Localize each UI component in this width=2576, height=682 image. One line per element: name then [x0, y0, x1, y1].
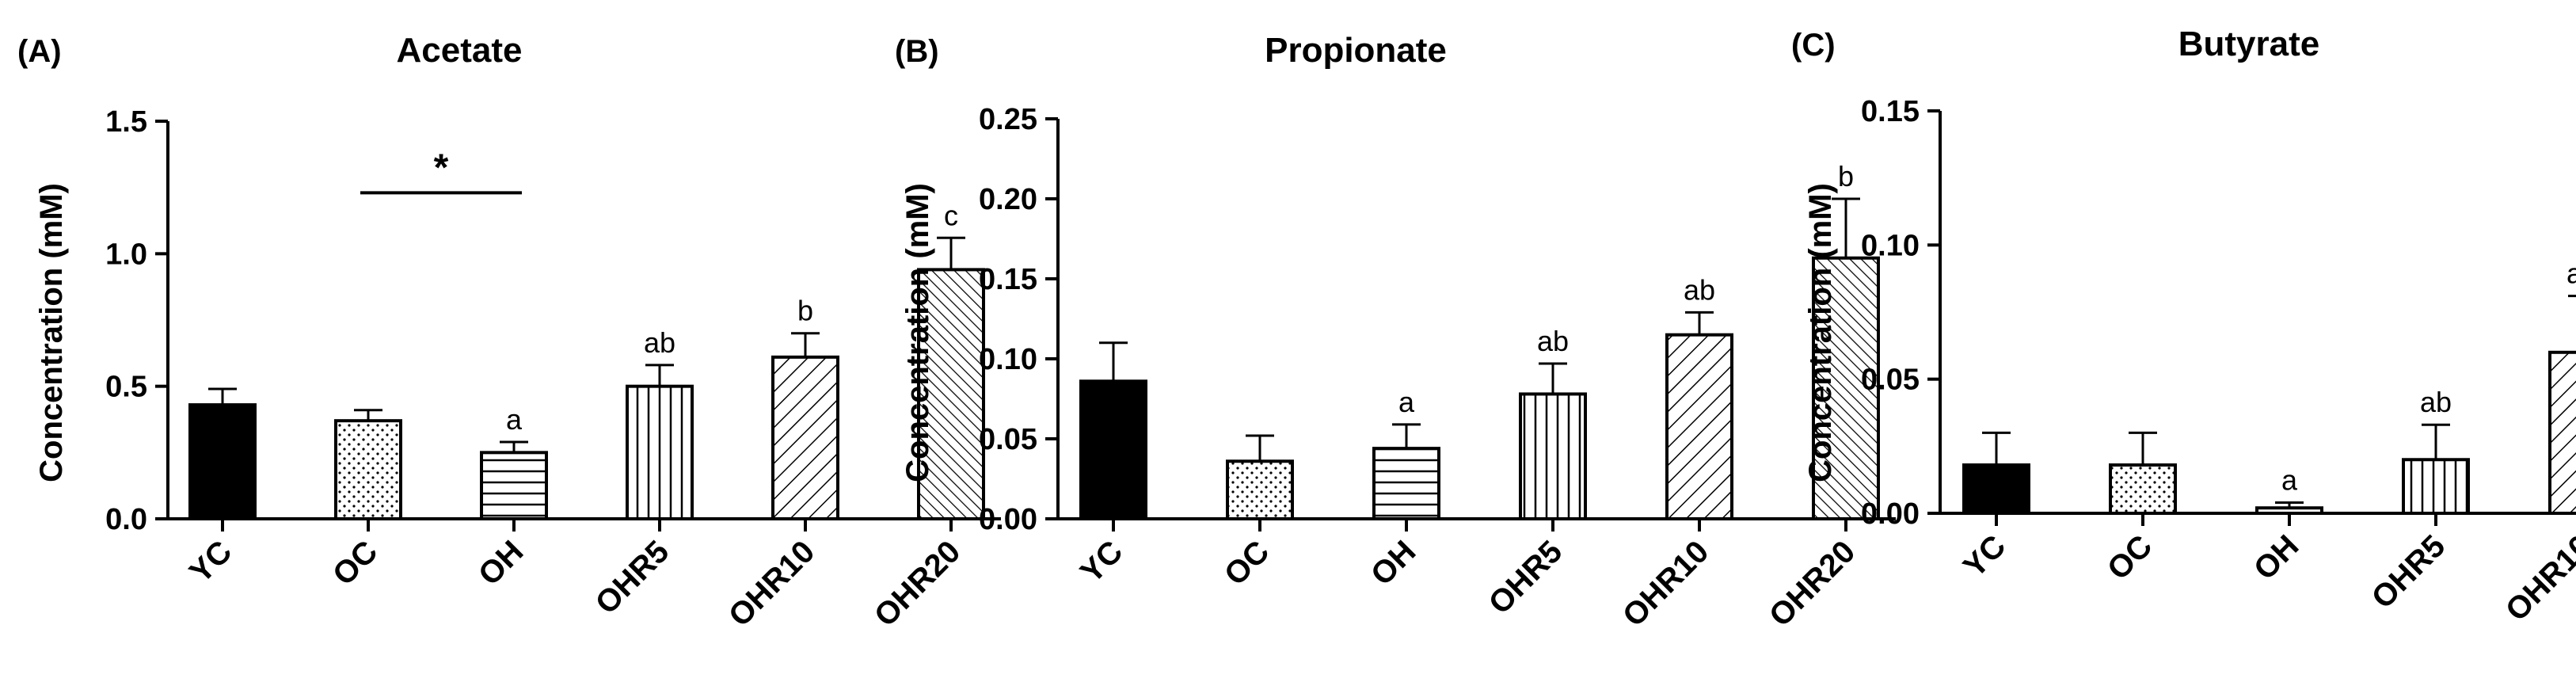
significance-star: * [434, 147, 449, 189]
y-tick-label: 0.20 [979, 183, 1037, 216]
y-tick-label: 0.10 [979, 343, 1037, 376]
x-tick-label: OHR20 [868, 534, 967, 633]
y-tick-label: 0.15 [979, 263, 1037, 296]
plot-area: 0.000.050.100.15YCOCaOHabOHR5abOHR10bOHR… [1861, 95, 2576, 628]
bar-oc [2109, 463, 2177, 515]
y-tick-label: 0.05 [979, 423, 1037, 456]
y-tick-label: 0.0 [105, 503, 147, 536]
x-tick-label: OC [2101, 528, 2159, 587]
panel-letter: (C) [1791, 28, 1836, 63]
y-axis-label: Concentration (mM) [34, 183, 69, 482]
significance-letter: b [1838, 160, 1854, 192]
significance-letter: ab [2420, 386, 2452, 418]
bar-oc [1226, 459, 1294, 521]
chart-panel-c: (C) Butyrate Concentration (mM) 0.00 0.05… [1791, 25, 2576, 628]
bar-oh [2255, 506, 2323, 516]
x-tick-label: OH [472, 534, 531, 592]
y-axis-label: Concentration (mM) [900, 183, 935, 482]
bar-oh [480, 451, 548, 520]
x-tick-label: YC [1074, 534, 1129, 589]
x-tick-label: OHR10 [722, 534, 821, 633]
bar-ohr10 [1665, 333, 1733, 521]
x-tick-label: OHR10 [1616, 534, 1715, 633]
x-tick-label: OHR5 [589, 534, 676, 621]
chart-title: Acetate [397, 31, 523, 70]
significance-letter: b [797, 295, 813, 327]
significance-letter: ab [644, 326, 675, 359]
x-tick-label: OH [1364, 534, 1423, 592]
y-tick-label: 0.25 [979, 103, 1037, 136]
x-tick-label: OC [1218, 534, 1277, 592]
bar-ohr5 [1519, 392, 1587, 520]
y-tick-label: 0.10 [1861, 229, 1920, 262]
x-tick-label: YC [1957, 528, 2012, 584]
bar-oh [1372, 447, 1440, 520]
y-tick-label: 0.05 [1861, 364, 1920, 397]
x-tick-label: OHR5 [2365, 528, 2452, 615]
panel-letter: (B) [895, 34, 939, 69]
chart-title: Propionate [1265, 31, 1447, 70]
significance-letter: c [944, 199, 958, 231]
significance-letter: ab [1684, 273, 1715, 306]
panel-letter: (A) [17, 34, 62, 69]
y-tick-label: 0.15 [1861, 95, 1920, 128]
y-tick-label: 0.00 [979, 503, 1037, 536]
x-tick-label: OH [2247, 528, 2306, 587]
y-tick-label: 1.5 [105, 105, 147, 139]
bar-ohr10 [771, 355, 839, 520]
y-tick-label: 1.0 [105, 238, 147, 271]
bar-oc [334, 419, 402, 521]
significance-letter: ab [2566, 257, 2576, 290]
y-axis-label: Concentration (mM) [1803, 183, 1838, 482]
bar-ohr5 [626, 384, 694, 520]
y-tick-label: 0.00 [1861, 497, 1920, 531]
plot-area: 0.00 0.05 0.10 0.15 0.20 0.25 YC OC a OH ab OHR5 ab O… [979, 103, 1896, 634]
significance-letter: ab [1537, 325, 1569, 357]
bar-ohr10 [2548, 350, 2576, 515]
plot-area: 0.0 0.5 1.0 1.5 YC OC a OH ab OHR5 b OHR10 c OHR20 * [105, 105, 1001, 634]
chart-title: Butyrate [2178, 25, 2320, 63]
x-tick-label: YC [183, 534, 238, 589]
x-tick-label: OHR5 [1482, 534, 1570, 621]
x-tick-label: OHR20 [1763, 534, 1862, 633]
bar-yc [1079, 379, 1147, 520]
bar-yc [1962, 463, 2030, 515]
significance-letter: a [506, 403, 523, 436]
chart-panel-b: (B) Propionate Concentration (mM) 0.000.… [895, 31, 1896, 634]
bar-yc [188, 403, 257, 520]
significance-letter: a [1398, 386, 1415, 418]
bar-ohr5 [2402, 458, 2470, 515]
y-tick-label: 0.5 [105, 371, 147, 404]
x-tick-label: OHR10 [2499, 528, 2576, 627]
chart-panel-a: (A) Acetate Concentration (mM) 0.0 0.5 1.0… [17, 31, 1001, 634]
x-tick-label: OC [326, 534, 385, 592]
significance-letter: a [2281, 463, 2298, 496]
